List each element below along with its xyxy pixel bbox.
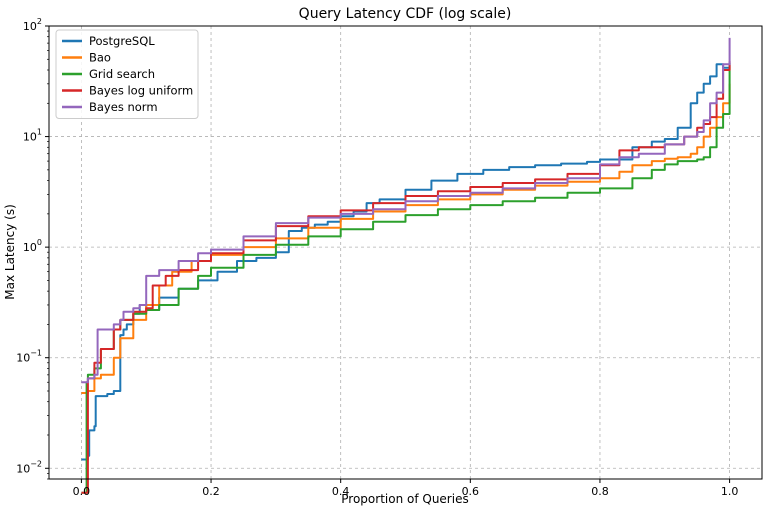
legend: PostgreSQL Bao Grid search Bayes log unifor… (55, 29, 199, 119)
x-tick-label: 0.0 (73, 485, 91, 498)
x-axis-label: Proportion of Queries (341, 492, 468, 506)
legend-label: Bao (89, 51, 111, 65)
series-layer (81, 37, 731, 494)
legend-label: Bayes norm (89, 100, 158, 114)
series-line-bao (81, 83, 731, 394)
legend-box (55, 29, 199, 119)
series-line-bayes-norm (81, 37, 731, 384)
x-tick-label: 0.6 (462, 485, 480, 498)
legend-label: Grid search (89, 67, 155, 81)
y-axis-label: Max Latency (s) (3, 204, 17, 299)
y-tick-label: 100 (23, 238, 42, 254)
y-tick-label: 101 (23, 128, 42, 144)
y-tick-label: 10−2 (16, 459, 42, 475)
legend-label: Bayes log uniform (89, 84, 193, 98)
y-tick-label: 10−1 (16, 349, 42, 365)
chart-title: Query Latency CDF (log scale) (299, 6, 512, 22)
x-tick-label: 0.2 (202, 485, 220, 498)
series-line-bayes-log-uniform (81, 61, 731, 494)
legend-label: PostgreSQL (89, 34, 155, 48)
x-tick-label: 1.0 (721, 485, 739, 498)
y-axis-ticks: 10−2 10−1 100 101 102 (16, 17, 49, 480)
x-tick-label: 0.8 (591, 485, 609, 498)
y-tick-label: 102 (23, 17, 42, 33)
series-line-grid-search (81, 67, 731, 494)
x-axis-ticks: 0.0 0.2 0.4 0.6 0.8 1.0 (73, 479, 739, 498)
x-tick-label: 0.4 (332, 485, 350, 498)
